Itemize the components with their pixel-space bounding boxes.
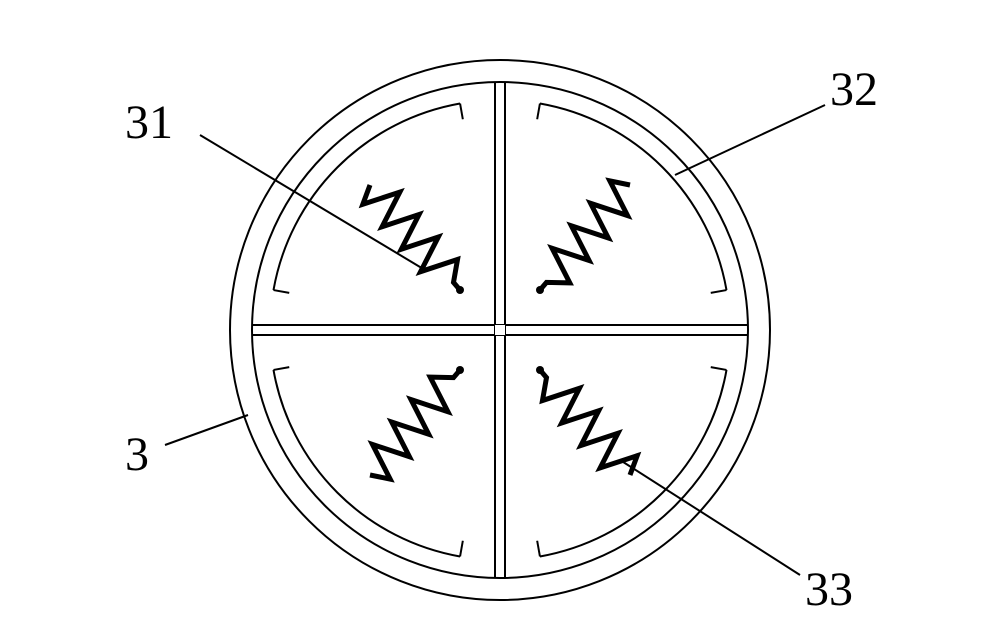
vane-bracket-br xyxy=(711,367,727,370)
vane-bracket-br xyxy=(537,541,540,557)
label-l3: 3 xyxy=(125,428,149,481)
spring-tl xyxy=(363,185,460,290)
spring-dot-tr xyxy=(536,286,544,294)
mechanical-diagram: 3132333 xyxy=(0,0,1000,641)
leader-l33 xyxy=(620,460,800,575)
vane-arc-tr xyxy=(540,103,727,290)
label-l31: 31 xyxy=(125,96,173,149)
spring-tr xyxy=(540,181,630,290)
label-l32: 32 xyxy=(830,63,878,116)
vane-bracket-bl xyxy=(273,367,289,370)
cross-center xyxy=(495,325,505,335)
leader-l32 xyxy=(675,105,825,175)
leader-l3 xyxy=(165,415,248,445)
leader-l31 xyxy=(200,135,425,270)
spring-br xyxy=(540,370,637,475)
vane-bracket-tr xyxy=(711,290,727,293)
spring-bl xyxy=(370,370,460,479)
vane-bracket-bl xyxy=(460,541,463,557)
vane-bracket-tl xyxy=(460,103,463,119)
spring-dot-tl xyxy=(456,286,464,294)
vane-bracket-tr xyxy=(537,103,540,119)
label-l33: 33 xyxy=(805,563,853,616)
spring-dot-bl xyxy=(456,366,464,374)
vane-bracket-tl xyxy=(273,290,289,293)
spring-dot-br xyxy=(536,366,544,374)
vane-arc-bl xyxy=(273,370,460,557)
